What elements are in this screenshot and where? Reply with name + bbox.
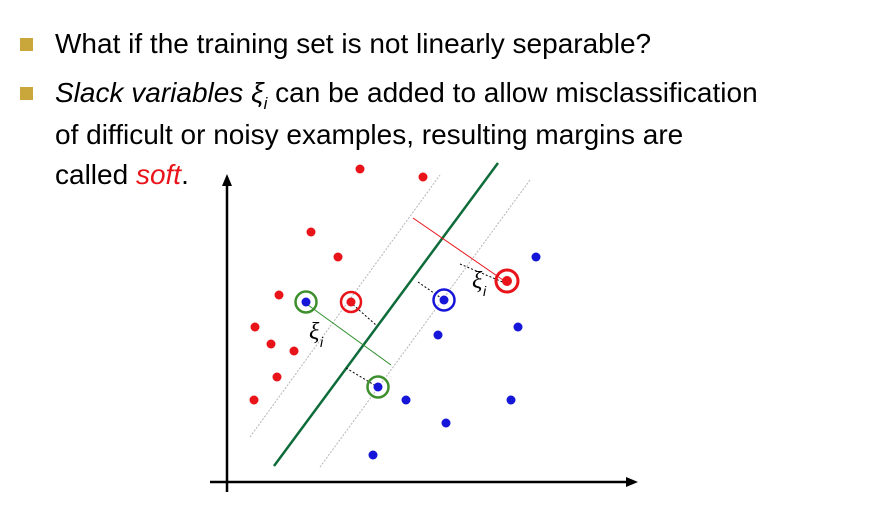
bullet-text-line-2: of difficult or noisy examples, resultin…: [55, 118, 683, 152]
period: .: [181, 159, 189, 190]
red-point: [266, 339, 276, 349]
red-point: [274, 290, 284, 300]
blue-point: [433, 330, 443, 340]
slack-variables-term: Slack variables: [55, 77, 252, 108]
xi-label-left: ξ: [309, 319, 320, 345]
red-point: [289, 346, 299, 356]
x-axis-arrow-icon: [626, 477, 638, 487]
red-point: [249, 395, 259, 405]
xi-label-right-subscript: i: [483, 283, 487, 299]
bullet-2-line-3: called: [55, 159, 136, 190]
blue-point: [531, 252, 541, 262]
bullet-2-line-2: of difficult or noisy examples, resultin…: [55, 119, 684, 150]
slack-dash-blue-point: [417, 281, 445, 301]
margin-line-upper: [249, 174, 441, 438]
separating-hyperplane: [272, 162, 500, 467]
circled-green-blue-point-upper: [294, 290, 318, 314]
slack-line-red: [412, 217, 504, 281]
bullet-text: What if the training set is not linearly…: [55, 27, 651, 61]
bullet-marker: [20, 87, 33, 100]
xi-symbol: ξ: [251, 77, 264, 108]
slack-line-green: [307, 304, 392, 366]
xi-label-left-subscript: i: [320, 334, 324, 350]
red-point: [272, 372, 282, 382]
bullet-1-text: What if the training set is not linearly…: [55, 28, 652, 59]
blue-point: [506, 395, 516, 405]
blue-point: [441, 418, 451, 428]
red-point: [418, 172, 428, 182]
red-point: [250, 322, 260, 332]
red-point: [333, 252, 343, 262]
circled-blue-point: [432, 288, 456, 312]
soft-term: soft: [135, 159, 182, 190]
slack-dash-red-point: [349, 301, 377, 326]
red-class-points: [249, 164, 428, 405]
slack-dash-green-point: [345, 367, 377, 387]
circled-red-point: [339, 290, 363, 314]
red-point: [306, 227, 316, 237]
bullet-text-line-3: called soft.: [55, 158, 189, 192]
y-axis-arrow-icon: [222, 174, 232, 186]
circled-green-blue-point-lower: [366, 375, 390, 399]
xi-subscript: i: [263, 94, 268, 113]
bullet-text: Slack variables ξi can be added to allow…: [55, 76, 758, 121]
blue-point: [368, 450, 378, 460]
bullet-marker: [20, 38, 33, 51]
blue-point: [513, 322, 523, 332]
xi-label-right: ξ: [472, 268, 483, 294]
margin-line-lower: [319, 179, 531, 468]
blue-point: [401, 395, 411, 405]
bullet-2-text: can be added to allow misclassification: [267, 77, 758, 108]
circled-red-point-far: [494, 268, 520, 294]
red-point: [355, 164, 365, 174]
blue-class-points: [368, 252, 541, 460]
